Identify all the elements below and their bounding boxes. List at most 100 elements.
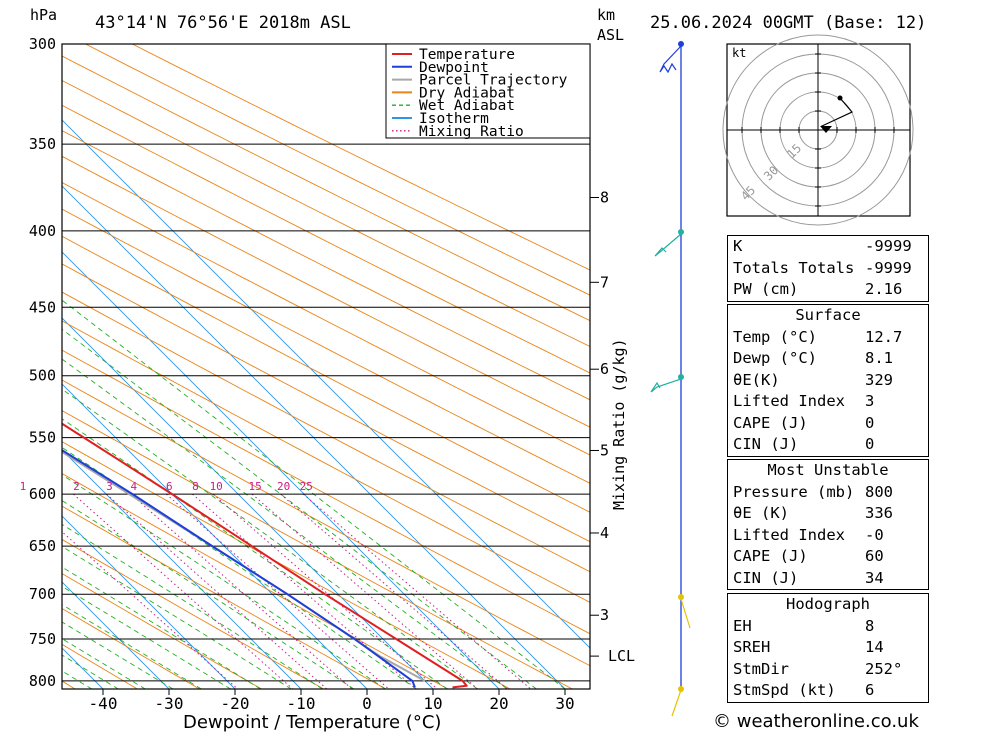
wet-adiabat-line	[62, 604, 202, 689]
surface-value: 0	[865, 413, 875, 432]
mixing-ratio-value: 10	[210, 480, 223, 493]
hodo-label: StmDir	[733, 659, 789, 678]
mu-value: 60	[865, 547, 884, 565]
wind-barb	[654, 233, 682, 257]
dry-adiabat-line	[62, 410, 573, 689]
x-tick-label: -20	[221, 694, 250, 713]
wind-barb	[659, 45, 682, 74]
dry-adiabat-line	[62, 379, 590, 667]
surface-panel: Surface Temp (°C) 12.7 Dewp (°C) 8.1 θE(K)…	[727, 304, 929, 457]
index-label: PW (cm)	[733, 280, 799, 298]
wind-level-dot	[678, 229, 684, 235]
dry-adiabat-line	[62, 155, 590, 428]
surface-value: 329	[865, 370, 893, 389]
index-label: K	[733, 237, 743, 255]
wind-barb	[680, 598, 691, 629]
pressure-tick-label: 700	[29, 585, 56, 603]
x-tick-label: 0	[362, 694, 372, 713]
mu-value: 34	[865, 568, 884, 587]
mu-value: 336	[865, 504, 893, 522]
hodo-value: 14	[865, 638, 884, 656]
profiles	[62, 422, 468, 689]
wind-level-dot	[678, 41, 684, 47]
wet-adiabat-line	[62, 654, 119, 689]
indices-panel: K -9999 Totals Totals -9999 PW (cm) 2.16	[727, 235, 929, 302]
dry-adiabat-line	[62, 441, 511, 689]
surface-value: 12.7	[865, 327, 903, 346]
surface-value: 8.1	[865, 349, 893, 367]
dry-adiabat-line	[62, 79, 590, 348]
surface-label: Lifted Index	[733, 392, 845, 410]
isotherm-line	[62, 515, 236, 689]
mixing-ratio-value: 3	[106, 480, 113, 493]
hodo-value: 6	[865, 681, 875, 699]
dry-adiabat-line	[85, 44, 590, 296]
x-axis-label: Dewpoint / Temperature (°C)	[183, 712, 441, 733]
hodo-label: EH	[733, 616, 752, 635]
mixing-ratio-line	[73, 493, 294, 689]
wet-adiabat-line	[62, 299, 566, 689]
pressure-tick-label: 800	[29, 672, 56, 690]
wet-adiabat-line	[62, 358, 508, 689]
dry-adiabat-line	[62, 235, 590, 513]
wind-barb	[671, 689, 682, 717]
height-tick-label: 6	[600, 360, 609, 378]
surface-label: θE(K)	[733, 370, 780, 389]
pressure-tick-label: 600	[29, 485, 56, 503]
wet-adiabat-line	[62, 388, 478, 689]
dry-adiabat-line	[62, 182, 590, 456]
height-tick-label: 7	[600, 273, 609, 291]
height-axis: 8 7 6 5 4 3 LCL	[590, 189, 635, 665]
surface-label: CIN (J)	[733, 435, 799, 453]
mixing-ratio-line	[130, 493, 353, 689]
legend-label: Temperature	[419, 47, 515, 63]
parcel-trajectory-line	[62, 450, 426, 682]
pressure-tick-label: 550	[29, 429, 56, 447]
surface-label: Temp (°C)	[733, 327, 817, 346]
mixing-ratio-line	[212, 493, 438, 689]
mixing-ratio-value: 20	[277, 480, 290, 493]
dry-adiabat-line	[62, 607, 200, 689]
height-unit-label: km	[597, 6, 616, 24]
dry-adiabat-line	[62, 349, 590, 635]
dry-adiabat-line	[62, 104, 590, 374]
mu-value: 800	[865, 482, 893, 501]
pressure-tick-label: 750	[29, 630, 56, 648]
height-tick-label: 5	[600, 441, 609, 459]
plot-frame	[61, 43, 591, 690]
surface-label: CAPE (J)	[733, 413, 808, 432]
legend-label: Mixing Ratio	[419, 124, 524, 140]
height-unit-sub-label: ASL	[597, 26, 625, 44]
mixing-ratio-axis-label: Mixing Ratio (g/kg)	[610, 338, 628, 510]
mixing-ratio-value: 1	[20, 480, 27, 493]
wind-level-dot	[678, 594, 684, 600]
dry-adiabat-line	[62, 291, 590, 573]
x-tick-label: 30	[555, 694, 574, 713]
background-lines	[62, 44, 590, 689]
hodo-value: 252°	[865, 659, 903, 678]
hodo-value: 8	[865, 616, 875, 635]
dewpoint-line	[62, 449, 416, 688]
mu-label: θE (K)	[733, 504, 789, 522]
index-value: 2.16	[865, 280, 903, 298]
wet-adiabat-line	[62, 585, 231, 689]
pressure-tick-label: 650	[29, 537, 56, 555]
hodograph-point	[837, 95, 843, 101]
credit-link[interactable]: © weatheronline.co.uk	[713, 711, 919, 732]
isotherm-line	[62, 119, 590, 649]
mu-label: Lifted Index	[733, 525, 845, 544]
legend-label: Isotherm	[419, 111, 489, 127]
index-value: -9999	[865, 258, 912, 277]
hodograph-stats-title: Hodograph	[786, 595, 870, 613]
x-tick-label: -40	[89, 694, 118, 713]
most-unstable-panel: Most Unstable Pressure (mb) 800 θE (K) 336…	[727, 459, 929, 590]
mixing-ratio-line	[165, 493, 390, 689]
wet-adiabat-line	[62, 621, 174, 689]
dry-adiabat-line	[62, 643, 138, 689]
height-tick-label: 4	[600, 524, 609, 542]
index-value: -9999	[865, 237, 912, 255]
legend-label: Dewpoint	[419, 60, 489, 76]
isotherm-line	[62, 581, 170, 689]
height-tick-label: 3	[600, 606, 609, 624]
